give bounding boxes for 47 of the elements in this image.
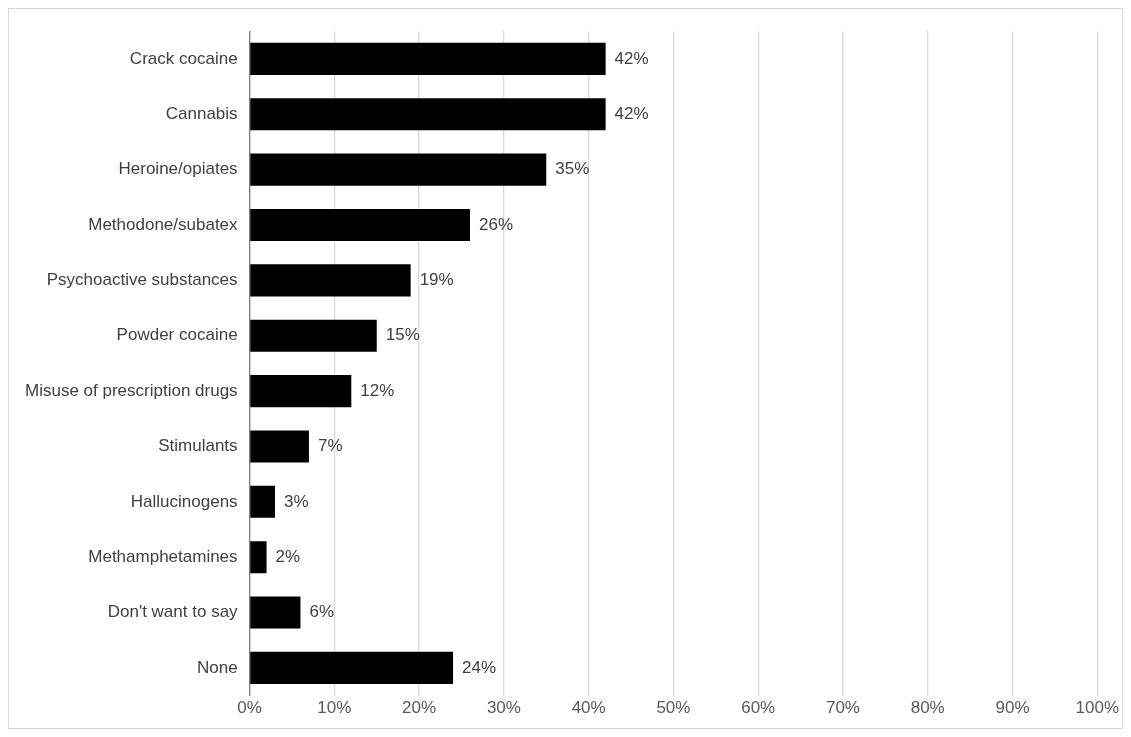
x-tick-label: 80% bbox=[910, 698, 945, 718]
y-tick-label: Crack cocaine bbox=[129, 48, 238, 68]
x-tick-label: 40% bbox=[571, 698, 606, 718]
x-tick-label: 70% bbox=[825, 698, 860, 718]
x-tick-label: 30% bbox=[486, 698, 521, 718]
x-tick-label: 90% bbox=[995, 698, 1030, 718]
data-label: 7% bbox=[317, 436, 343, 456]
x-tick-label: 60% bbox=[741, 698, 776, 718]
y-tick-label: Cannabis bbox=[165, 103, 238, 123]
data-label: 42% bbox=[614, 103, 649, 123]
y-tick-label: Hallucinogens bbox=[130, 491, 238, 511]
data-label: 6% bbox=[309, 602, 335, 622]
bar bbox=[250, 430, 309, 463]
data-label: 42% bbox=[614, 48, 649, 68]
x-tick-label: 50% bbox=[656, 698, 691, 718]
bar bbox=[250, 375, 352, 408]
data-label: 2% bbox=[275, 546, 301, 566]
y-tick-label: Methodone/subatex bbox=[88, 214, 239, 234]
x-tick-label: 20% bbox=[402, 698, 437, 718]
y-tick-label: Don't want to say bbox=[107, 602, 239, 622]
data-label: 26% bbox=[478, 214, 514, 234]
x-tick-label: 0% bbox=[237, 698, 262, 718]
y-tick-label: Methamphetamines bbox=[88, 546, 238, 566]
y-tick-label: Psychoactive substances bbox=[46, 270, 238, 290]
bar bbox=[250, 42, 606, 75]
bar bbox=[250, 264, 411, 297]
data-label: 12% bbox=[360, 380, 395, 400]
bar bbox=[250, 319, 377, 352]
bar bbox=[250, 208, 470, 242]
data-label: 19% bbox=[419, 270, 454, 290]
bar bbox=[250, 98, 606, 131]
x-tick-label: 100% bbox=[1075, 698, 1119, 718]
data-label: 35% bbox=[555, 159, 590, 179]
y-tick-label: Misuse of prescription drugs bbox=[25, 380, 238, 400]
x-tick-label: 10% bbox=[317, 698, 352, 718]
data-label: 15% bbox=[385, 325, 420, 345]
bar bbox=[250, 153, 547, 186]
y-tick-label: Heroine/opiates bbox=[118, 159, 238, 179]
bar bbox=[250, 485, 276, 518]
y-tick-label: Stimulants bbox=[158, 436, 238, 456]
data-label: 24% bbox=[462, 657, 497, 677]
y-tick-label: None bbox=[196, 657, 238, 677]
bar bbox=[250, 541, 267, 574]
y-tick-label: Powder cocaine bbox=[116, 325, 238, 345]
bar bbox=[250, 596, 301, 629]
data-label: 3% bbox=[284, 491, 309, 511]
bar bbox=[250, 651, 454, 684]
